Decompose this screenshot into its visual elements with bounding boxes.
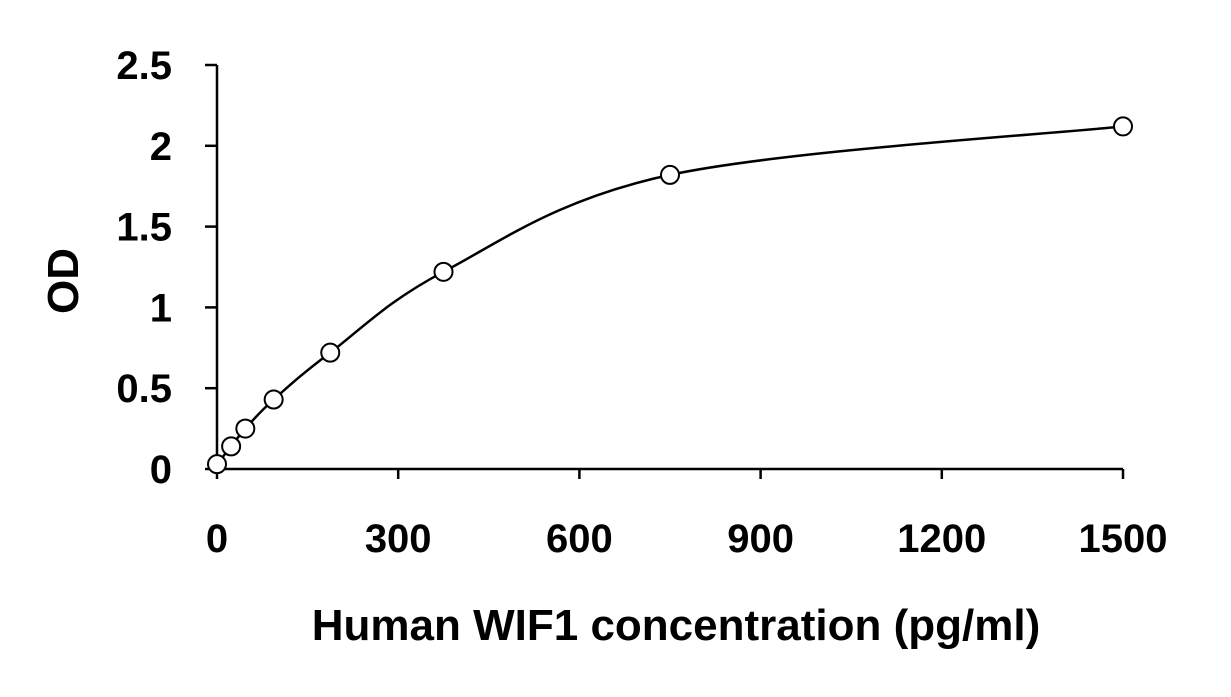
- data-point: [221, 436, 242, 457]
- y-tick-label: 2.5: [116, 44, 172, 88]
- x-tick-label: 1200: [897, 517, 986, 561]
- x-tick-label: 600: [546, 517, 613, 561]
- y-tick-label: 1.5: [116, 206, 172, 250]
- data-point: [207, 454, 227, 475]
- x-tick-label: 900: [727, 517, 794, 561]
- x-tick-label: 300: [365, 517, 432, 561]
- y-axis-title: OD: [39, 248, 88, 314]
- y-tick-label: 0.5: [116, 367, 172, 411]
- data-point: [320, 342, 341, 363]
- data-points-layer: [207, 116, 1133, 475]
- y-tick-label: 2: [150, 125, 172, 169]
- x-tick-label: 1500: [1079, 517, 1168, 561]
- data-point: [263, 389, 284, 410]
- y-tick-label: 0: [150, 448, 172, 492]
- data-point: [1113, 116, 1133, 137]
- x-axis-title: Human WIF1 concentration (pg/ml): [312, 601, 1040, 650]
- y-tick-label: 1: [150, 286, 172, 330]
- data-point: [433, 261, 454, 282]
- axes: 0 300 600 900 1200 1500 0 0.5 1 1.5 2 2.5: [116, 44, 1167, 561]
- x-tick-label: 0: [206, 517, 228, 561]
- data-point: [660, 164, 680, 185]
- data-point: [235, 418, 256, 439]
